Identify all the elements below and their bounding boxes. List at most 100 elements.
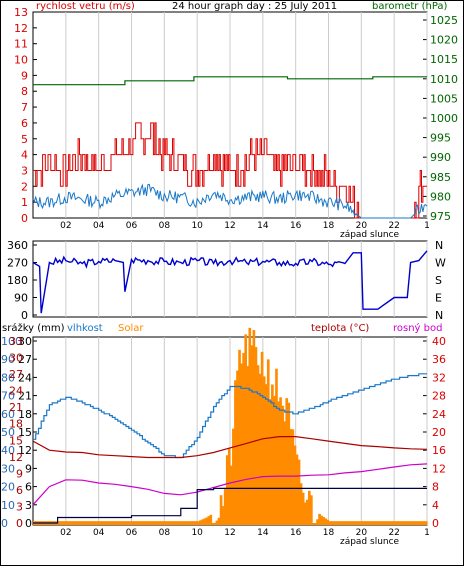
- solar-bar: [392, 521, 395, 525]
- solar-bar: [98, 521, 102, 525]
- solar-bar: [195, 521, 198, 525]
- baro-ytick-label: 1020: [430, 34, 458, 47]
- solar-bar: [359, 521, 362, 525]
- solar-bar: [160, 521, 163, 525]
- solar-bar: [353, 521, 356, 525]
- solar-bar: [139, 521, 143, 525]
- solar-bar: [246, 366, 250, 525]
- temperature-humidity-panel: 0102030405060708090100036912151821242730…: [1, 327, 446, 547]
- solar-bar: [367, 521, 371, 525]
- solar-bar: [254, 347, 258, 525]
- barometer-line: [33, 76, 427, 86]
- solar-bar: [59, 521, 63, 525]
- solar-bar: [129, 521, 133, 525]
- solar-bar: [398, 521, 401, 525]
- solar-bar: [57, 521, 61, 525]
- solar-bar: [369, 521, 373, 525]
- solar-bar: [314, 523, 317, 525]
- solar-bar: [346, 521, 350, 525]
- wind-speed-line: [32, 183, 428, 219]
- solar-bar: [285, 398, 289, 525]
- solar-bar: [147, 521, 151, 525]
- rain-ytick-label: 27: [18, 353, 32, 366]
- solar-bar: [154, 521, 157, 525]
- solar-bar: [252, 330, 256, 525]
- solar-bar: [291, 429, 295, 525]
- solar-bar: [86, 521, 90, 525]
- wind-axis-title: rychlost vetru (m/s): [36, 1, 135, 12]
- solar-bar: [334, 521, 338, 525]
- solar-bar: [74, 521, 77, 525]
- solar-bar: [182, 521, 186, 525]
- solar-bar: [281, 405, 284, 525]
- solar-bar: [158, 521, 161, 525]
- wind-xtick-label: 16: [290, 221, 302, 231]
- solar-bar: [176, 521, 180, 525]
- solar-bar: [137, 521, 141, 525]
- solar-bar: [61, 521, 65, 525]
- solar-bar: [381, 521, 385, 525]
- solar-bar: [297, 459, 301, 525]
- temp-left-ytick-label: 24: [9, 385, 23, 398]
- solar-bar: [412, 521, 416, 525]
- temp-ytick-label: 4: [432, 499, 439, 512]
- solar-axis-title: Solar: [118, 323, 144, 334]
- solar-bar: [326, 519, 330, 525]
- baro-axis-title: barometr (hPa): [372, 1, 448, 12]
- baro-ytick-label: 995: [430, 132, 451, 145]
- solar-bar: [69, 521, 73, 525]
- baro-ytick-label: 1005: [430, 92, 458, 105]
- rain-ytick-label: 15: [18, 426, 32, 439]
- temp-ytick-label: 8: [432, 481, 439, 494]
- solar-bar: [78, 521, 81, 525]
- temp-left-ytick-label: 30: [9, 352, 23, 365]
- solar-bar: [422, 521, 426, 525]
- direction-ytick-label: 270: [7, 257, 28, 270]
- wind-ytick-label: 11: [14, 38, 28, 51]
- wind-ytick-label: 4: [21, 149, 28, 162]
- solar-bar: [340, 521, 344, 525]
- humidity-ytick-label: 100: [1, 335, 22, 348]
- solar-bar: [230, 465, 233, 525]
- solar-bar: [152, 521, 155, 525]
- wind-xtick-label: 02: [60, 221, 71, 231]
- solar-bar: [303, 502, 307, 525]
- temp-xtick-label: 06: [126, 528, 138, 538]
- solar-bar: [102, 521, 106, 525]
- solar-bar: [250, 345, 254, 525]
- temp-xtick-label: 10: [191, 528, 203, 538]
- solar-bar: [373, 521, 377, 525]
- wind-xtick-label: 10: [191, 221, 203, 231]
- temp-xtick-label: 02: [60, 528, 71, 538]
- temp-left-ytick-label: 27: [9, 368, 23, 381]
- solar-bar: [363, 521, 367, 525]
- solar-bar: [385, 521, 389, 525]
- direction-ytick-label: 180: [7, 274, 28, 287]
- solar-bar: [416, 521, 420, 525]
- solar-bar: [215, 520, 219, 525]
- solar-bar: [320, 515, 323, 525]
- direction-ytick-label: 0: [21, 309, 28, 322]
- solar-bar: [207, 516, 211, 525]
- humidity-ytick-label: 70: [1, 390, 15, 403]
- solar-bar: [145, 521, 149, 525]
- solar-bar: [188, 521, 192, 525]
- temp-ytick-label: 32: [432, 371, 446, 384]
- humidity-ytick-label: 0: [1, 517, 8, 530]
- wind-ytick-label: 1: [21, 196, 28, 209]
- wind-ytick-label: 7: [21, 101, 28, 114]
- temp-left-ytick-label: 6: [16, 484, 23, 497]
- solar-bar: [344, 521, 348, 525]
- baro-ytick-label: 1025: [430, 14, 458, 27]
- solar-bar: [113, 521, 116, 525]
- baro-ytick-label: 1000: [430, 112, 458, 125]
- solar-bar: [365, 521, 369, 525]
- temp-left-ytick-label: 9: [16, 467, 23, 480]
- solar-bar: [184, 521, 188, 525]
- wind-xtick-label: 18: [323, 221, 335, 231]
- wind-xtick-label: 06: [126, 221, 138, 231]
- solar-bar: [67, 521, 71, 525]
- temp-left-ytick-label: 18: [9, 418, 23, 431]
- humidity-ytick-label: 40: [1, 444, 15, 457]
